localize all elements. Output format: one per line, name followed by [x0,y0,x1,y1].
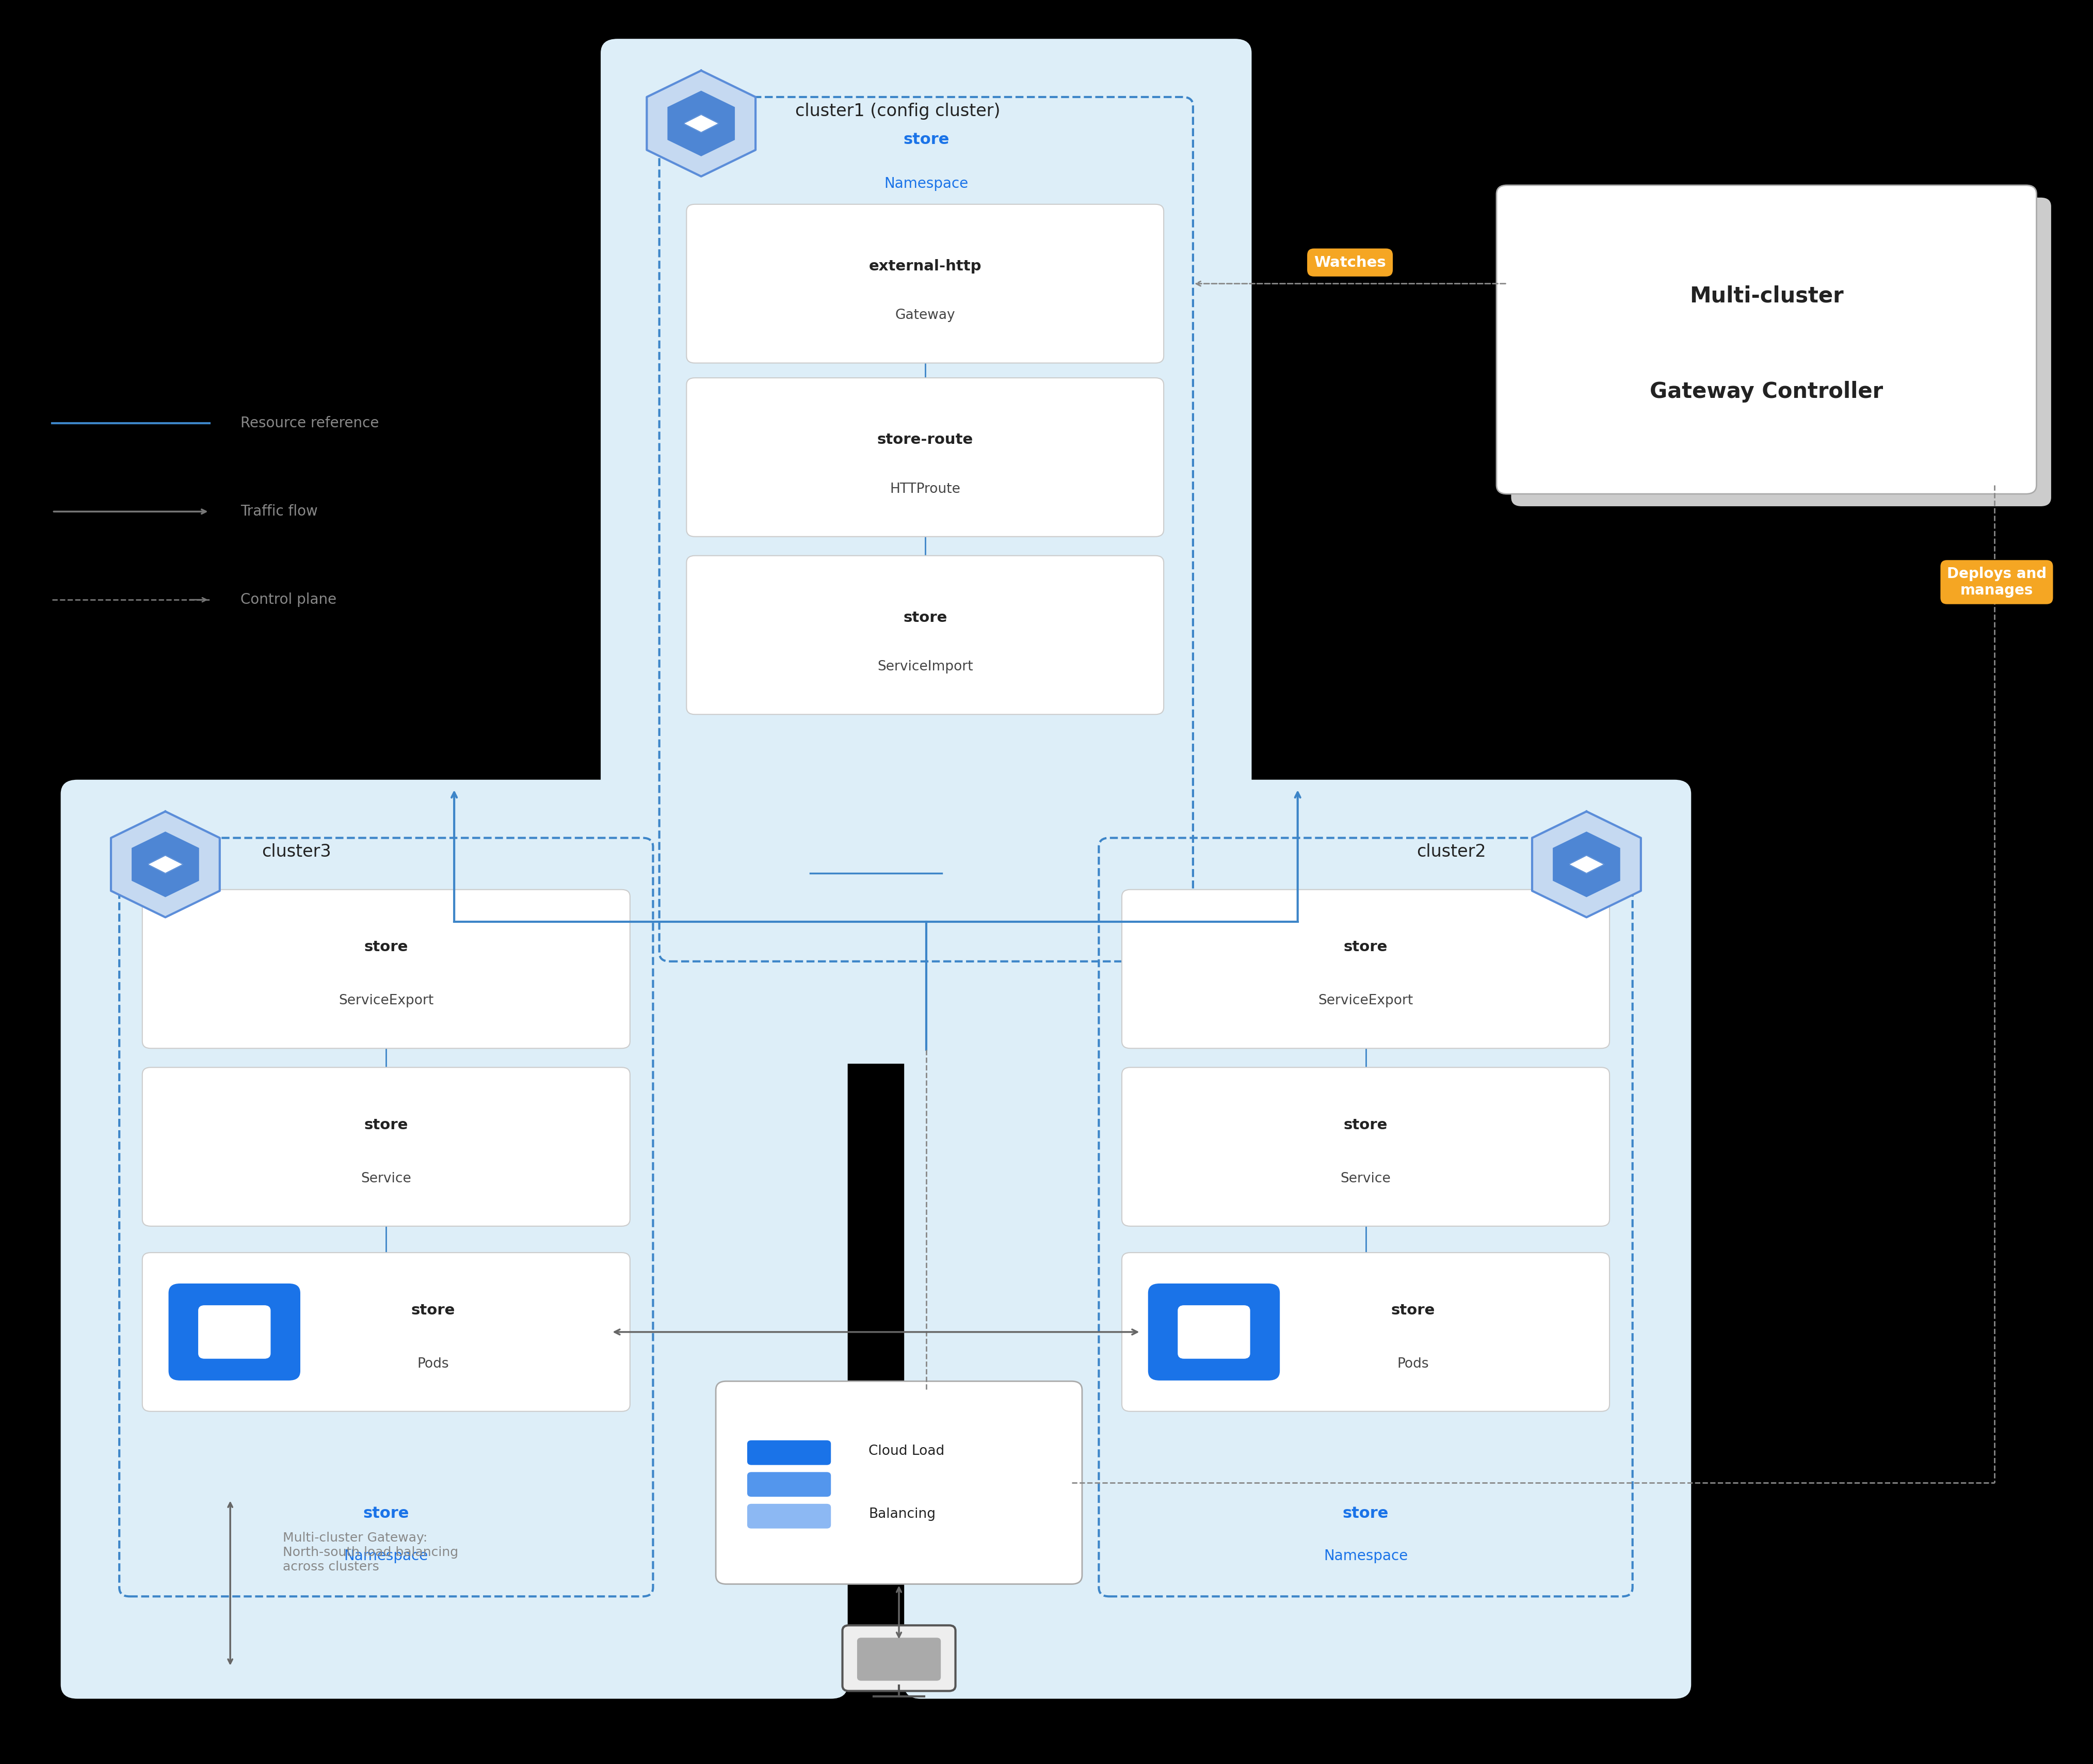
FancyBboxPatch shape [1511,198,2051,506]
FancyBboxPatch shape [1178,1305,1250,1358]
FancyBboxPatch shape [142,1067,630,1226]
Polygon shape [684,115,718,132]
Text: external-http: external-http [869,259,982,273]
Polygon shape [668,90,735,157]
Text: store-route: store-route [877,432,973,446]
FancyBboxPatch shape [687,377,1164,536]
FancyBboxPatch shape [142,889,630,1048]
FancyBboxPatch shape [142,1252,630,1411]
Polygon shape [1570,856,1603,873]
FancyBboxPatch shape [199,1305,270,1358]
Text: Pods: Pods [417,1357,450,1371]
Text: ServiceExport: ServiceExport [1319,995,1413,1007]
Text: store: store [362,1506,410,1521]
Text: store: store [902,610,948,624]
FancyBboxPatch shape [1496,185,2036,494]
FancyBboxPatch shape [1122,1252,1610,1411]
Text: Multi-cluster Gateway:
North-south load balancing
across clusters: Multi-cluster Gateway: North-south load … [283,1531,458,1573]
Text: Service: Service [360,1171,412,1185]
Polygon shape [647,71,756,176]
Polygon shape [111,811,220,917]
Text: store: store [410,1304,456,1318]
Text: store: store [1344,1118,1388,1132]
Text: Deploys and
manages: Deploys and manages [1946,566,2047,598]
Text: cluster1 (config cluster): cluster1 (config cluster) [795,102,1000,120]
Text: HTTProute: HTTProute [890,482,961,496]
Text: ServiceImport: ServiceImport [877,660,973,674]
Polygon shape [1532,811,1641,917]
FancyBboxPatch shape [1122,1067,1610,1226]
Text: ServiceExport: ServiceExport [339,995,433,1007]
Text: Traffic flow: Traffic flow [241,505,318,519]
Text: Pods: Pods [1396,1357,1430,1371]
Text: Gateway Controller: Gateway Controller [1649,381,1884,402]
Text: Cloud Load: Cloud Load [869,1445,944,1457]
FancyBboxPatch shape [601,39,1252,1064]
Text: Namespace: Namespace [1323,1549,1409,1563]
FancyBboxPatch shape [687,556,1164,714]
FancyBboxPatch shape [858,1637,942,1681]
FancyBboxPatch shape [1122,889,1610,1048]
FancyBboxPatch shape [687,205,1164,363]
Text: store: store [364,1118,408,1132]
Text: cluster3: cluster3 [262,843,331,861]
Text: store: store [902,132,950,146]
FancyBboxPatch shape [747,1439,831,1464]
Text: cluster2: cluster2 [1417,843,1486,861]
FancyBboxPatch shape [747,1503,831,1528]
Text: Gateway: Gateway [896,309,954,323]
Polygon shape [132,831,199,898]
FancyBboxPatch shape [167,1282,301,1381]
Text: Control plane: Control plane [241,593,337,607]
Text: store: store [1342,1506,1390,1521]
Text: Watches: Watches [1314,256,1386,270]
Text: store: store [1344,940,1388,954]
Polygon shape [1553,831,1620,898]
FancyBboxPatch shape [904,780,1691,1699]
Polygon shape [149,856,182,873]
FancyBboxPatch shape [716,1381,1082,1584]
FancyBboxPatch shape [747,1471,831,1496]
Text: Resource reference: Resource reference [241,416,379,430]
Text: Service: Service [1340,1171,1392,1185]
FancyBboxPatch shape [61,780,848,1699]
FancyBboxPatch shape [841,1625,954,1692]
Text: Balancing: Balancing [869,1508,936,1521]
Text: store: store [364,940,408,954]
FancyBboxPatch shape [1147,1282,1281,1381]
Text: Namespace: Namespace [883,176,969,191]
Text: store: store [1390,1304,1436,1318]
Text: Multi-cluster: Multi-cluster [1689,286,1844,307]
Text: Namespace: Namespace [343,1549,429,1563]
